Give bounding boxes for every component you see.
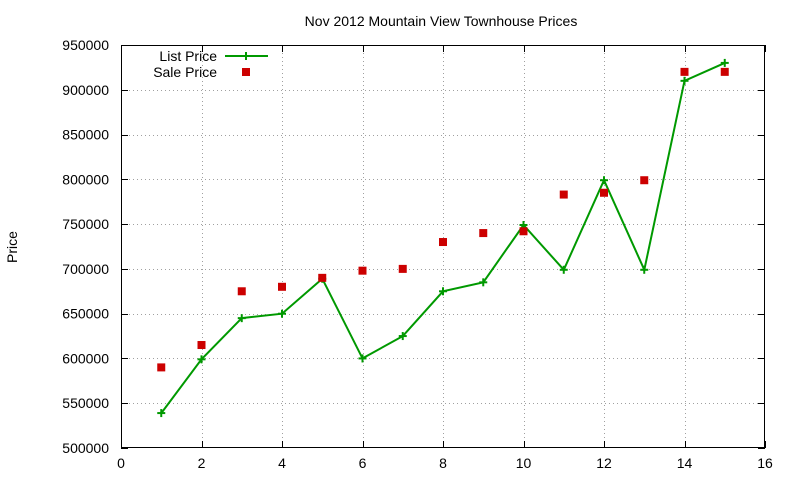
y-tick-label: 900000 bbox=[62, 82, 109, 98]
series-layer bbox=[157, 58, 729, 418]
sale-price-point bbox=[479, 229, 488, 238]
sale-price-point bbox=[600, 188, 608, 197]
sale-price-point bbox=[318, 273, 327, 282]
series-list-price bbox=[157, 58, 729, 418]
sale-price-point bbox=[157, 363, 166, 372]
x-tick-label: 14 bbox=[677, 455, 693, 471]
list-price-point bbox=[479, 278, 488, 287]
list-price-point bbox=[720, 58, 729, 67]
y-tick-label: 850000 bbox=[62, 127, 109, 143]
y-tick-label: 750000 bbox=[62, 216, 109, 232]
sale-price-point bbox=[197, 341, 206, 350]
x-tick-label: 10 bbox=[516, 455, 532, 471]
list-price-point bbox=[237, 314, 246, 323]
list-price-point bbox=[640, 265, 649, 274]
list-price-point bbox=[559, 265, 568, 274]
x-axis-tick-labels: 0 2 4 6 8 10 12 14 16 bbox=[117, 455, 773, 471]
x-tick-label: 16 bbox=[757, 455, 773, 471]
y-axis-label: Price bbox=[4, 231, 20, 263]
y-tick-label: 500000 bbox=[62, 440, 109, 456]
sale-price-point bbox=[519, 227, 528, 236]
sale-price-point bbox=[439, 238, 447, 247]
x-tick-label: 6 bbox=[359, 455, 367, 471]
list-price-point bbox=[439, 287, 447, 296]
sale-price-point bbox=[680, 67, 689, 76]
x-tick-label: 2 bbox=[198, 455, 206, 471]
list-price-point bbox=[278, 309, 286, 318]
y-tick-label: 800000 bbox=[62, 171, 109, 187]
list-price-point bbox=[358, 354, 367, 363]
list-price-point bbox=[398, 332, 407, 341]
y-tick-label: 600000 bbox=[62, 350, 109, 366]
x-tick-label: 12 bbox=[596, 455, 612, 471]
x-tick-label: 0 bbox=[117, 455, 125, 471]
y-tick-label: 950000 bbox=[62, 37, 109, 53]
legend-marker-sale-price bbox=[242, 68, 250, 76]
series-sale-price bbox=[157, 67, 729, 372]
grid-lines bbox=[121, 45, 765, 448]
sale-price-point bbox=[720, 67, 729, 76]
legend-label-list-price: List Price bbox=[159, 48, 217, 64]
legend-label-sale-price: Sale Price bbox=[153, 64, 217, 80]
x-tick-label: 8 bbox=[439, 455, 447, 471]
list-price-point bbox=[197, 355, 206, 364]
axis-ticks bbox=[121, 45, 766, 449]
y-tick-label: 700000 bbox=[62, 261, 109, 277]
y-axis-tick-labels: 500000 550000 600000 650000 700000 750000 8000… bbox=[62, 37, 109, 456]
sale-price-point bbox=[398, 264, 407, 273]
legend-marker-list-price bbox=[242, 52, 250, 60]
list-price-point bbox=[600, 176, 608, 185]
sale-price-point bbox=[559, 190, 568, 199]
sale-price-point bbox=[358, 266, 367, 275]
chart-title: Nov 2012 Mountain View Townhouse Prices bbox=[305, 13, 578, 29]
sale-price-point bbox=[278, 282, 286, 291]
list-price-point bbox=[157, 409, 166, 418]
y-tick-label: 550000 bbox=[62, 395, 109, 411]
sale-price-point bbox=[640, 176, 649, 185]
x-tick-label: 4 bbox=[278, 455, 286, 471]
legend: List Price Sale Price bbox=[153, 48, 268, 80]
sale-price-point bbox=[237, 287, 246, 296]
y-tick-label: 650000 bbox=[62, 306, 109, 322]
list-price-point bbox=[680, 76, 689, 85]
